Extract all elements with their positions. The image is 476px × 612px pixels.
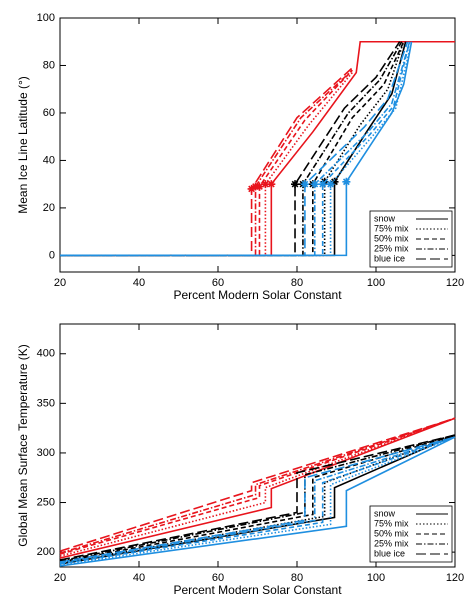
y-tick-label: 100 [37,12,55,24]
legend-label: 25% mix [374,243,409,253]
data-line [60,41,411,257]
x-tick-label: 20 [54,572,66,584]
y-tick-label: 350 [37,397,55,409]
data-line [59,436,456,563]
legend-label: 50% mix [374,528,409,538]
transition-marker [326,180,335,189]
legend-box [369,505,453,563]
x-axis-label: Percent Modern Solar Constant [173,583,342,597]
y-axis-label: Global Mean Surface Temperature (K) [16,344,30,547]
plot-frame [59,323,456,568]
x-tick-label: 40 [133,572,145,584]
data-line [59,436,456,566]
transition-marker [247,184,256,193]
x-tick-label: 80 [291,277,303,289]
data-line [60,67,353,257]
data-line [59,436,456,564]
transition-marker [330,177,339,186]
plot-area: 20 40 60 80 100 120 0 20 40 60 80 100 Percent Modern… [16,12,464,302]
y-tick-label: 0 [49,249,55,261]
y-tick-label: 200 [37,546,55,558]
x-tick-label: 120 [446,572,464,584]
data-line [60,41,401,257]
legend-label: 50% mix [374,233,409,243]
data-line [60,41,413,257]
data-line [59,417,456,557]
y-tick-label: 40 [43,154,55,166]
transition-marker [310,180,319,189]
transition-marker [291,180,300,189]
legend-box [369,210,453,268]
data-line [59,434,456,561]
transition-marker [255,182,264,191]
y-axis-label: Mean Ice Line Latitude (°) [16,76,30,214]
data-line [60,41,407,257]
data-line [60,41,413,257]
data-line [60,41,403,257]
legend-label: 25% mix [374,538,409,548]
y-tick-label: 250 [37,496,55,508]
legend-label: snow [374,508,396,518]
x-tick-label: 100 [367,277,385,289]
legend-label: 75% mix [374,223,409,233]
y-tick-label: 80 [43,59,55,71]
transition-marker [342,177,351,186]
x-tick-label: 60 [212,572,224,584]
x-tick-label: 60 [212,277,224,289]
data-line [59,417,456,555]
plot-area: 20 40 60 80 100 120 200 250 300 350 400 Percent Mod… [16,323,464,597]
data-line [59,417,456,554]
plot-frame [59,17,456,273]
legend-label: 75% mix [374,518,409,528]
transition-marker [300,180,309,189]
transition-marker [261,180,270,189]
legend-label: snow [374,213,396,223]
data-line [60,41,411,257]
y-tick-label: 400 [37,348,55,360]
x-tick-label: 40 [133,277,145,289]
x-tick-label: 80 [291,572,303,584]
data-line [59,417,456,552]
y-tick-label: 300 [37,447,55,459]
y-tick-label: 60 [43,107,55,119]
x-tick-label: 20 [54,277,66,289]
legend-label: blue ice [374,548,405,558]
x-tick-label: 120 [446,277,464,289]
legend-label: blue ice [374,253,405,263]
data-line [59,417,456,559]
y-tick-label: 20 [43,202,55,214]
transition-marker [318,180,327,189]
x-axis-label: Percent Modern Solar Constant [173,288,342,302]
x-tick-label: 100 [367,572,385,584]
data-line [59,436,456,565]
transition-marker [267,180,276,189]
data-line [59,436,456,567]
